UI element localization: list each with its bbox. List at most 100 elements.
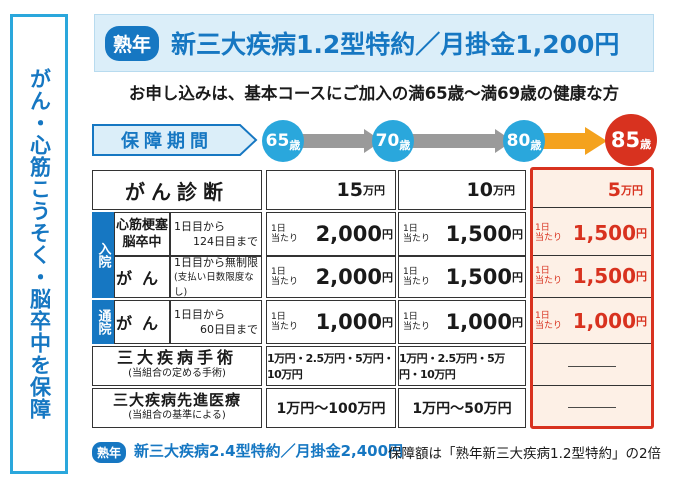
period-arrow-shape [92,124,258,156]
hosp1-85-per: 1日 当たり [535,223,562,243]
hosp1-note-b: 124日目まで [193,235,258,248]
cancer-diag-70: 15 万円 [266,170,396,210]
hosp1-70-per-a: 1日 [271,224,286,234]
advanced-85: ―――― [568,400,616,414]
outp-80-amount: 1,000 円 [431,309,523,335]
advanced-label-main: 三大疾病先進医療 [112,391,241,409]
hosp1-80: 1日 当たり 1,500 円 [398,212,526,256]
hosp1-70-per: 1日 当たり [271,224,298,244]
hosp1-note-a: 1日目から [174,220,225,233]
footer-badge: 熟年 [92,442,127,463]
hosp2-85-amount: 1,500 円 [561,263,647,289]
hosp2-85-value: 1,500 [572,264,636,288]
hosp1-85-amount: 1,500 円 [561,220,647,246]
cancer-diag-85-value: 5 [607,178,621,201]
outp-70-value: 1,000 [315,310,382,334]
outp-85-unit: 円 [636,315,647,328]
surgery-80: 1万円・2.5万円・5万円・10万円 [398,346,526,386]
hosp2-80-per: 1日 当たり [403,267,430,287]
age-85-unit: 歳 [640,138,652,151]
surgery-label-main: 三大疾病手術 [116,348,237,367]
outp-80-per: 1日 当たり [403,312,430,332]
cancer-diag-80: 10 万円 [398,170,526,210]
subtitle: お申し込みは、基本コースにご加入の満65歳～満69歳の健康な方 [128,84,620,103]
hosp2-80-value: 1,500 [445,265,512,289]
age-70-num: 70 [375,131,400,151]
outp-85-amount: 1,000 円 [561,308,647,334]
title-badge: 熟年 [105,25,160,61]
cancer-diag-85-unit: 万円 [621,183,643,197]
row-outp-name: がん [114,300,170,344]
hosp2-note-b: (支払い日数限度なし) [174,271,254,298]
hosp2-70-amount: 2,000 円 [299,264,393,290]
advanced-70: 1万円～100万円 [266,388,396,428]
hosp1-85-per-a: 1日 [535,223,550,233]
row-advanced-label: 三大疾病先進医療 (当組合の基準による) [92,388,262,428]
age-80-badge: 80 歳 [503,120,545,162]
period-label-text: 保障期間 [121,131,213,152]
outp-85: 1日 当たり 1,000 円 [533,300,651,344]
age-65-unit: 歳 [289,139,301,152]
outp-80: 1日 当たり 1,000 円 [398,300,526,344]
outp-80-value: 1,000 [445,310,512,334]
hosp1-85-unit: 円 [636,227,647,240]
advanced-label-sub: (当組合の基準による) [128,410,226,421]
age-70-unit: 歳 [399,139,411,152]
hosp2-80-per-b: 当たり [403,277,431,287]
cancer-diag-70-value: 15 [336,179,363,201]
outp-80-unit: 円 [512,316,523,329]
page-title: 熟年 新三大疾病1.2型特約／月掛金1,200円 [94,14,654,72]
hosp2-80-per-a: 1日 [403,267,418,277]
age-65-badge: 65 歳 [262,120,304,162]
hosp1-name-a: 心筋梗塞 [115,218,168,233]
age-85-badge: 85 歳 [605,114,657,166]
footer-note: 保障額は「熟年新三大疾病1.2型特約」の2倍 [388,446,662,462]
hosp2-note-a: 1日目から無制限 [174,255,258,269]
hosp1-70-value: 2,000 [315,222,382,246]
hosp1-80-per-a: 1日 [403,224,418,234]
age-85-num: 85 [610,128,641,152]
hosp1-name-b: 脳卒中 [122,235,162,250]
cancer-diag-80-value: 10 [466,179,493,201]
surgery-label-sub: (当組合の定める手術) [128,368,226,379]
outp-85-per: 1日 当たり [535,311,562,331]
row-hosp2-name: がん [114,256,170,298]
age-80-num: 80 [506,131,531,151]
hosp2-70-unit: 円 [382,271,393,284]
hosp2-85-per: 1日 当たり [535,266,562,286]
row-hosp1-note: 1日目から 124日目まで [170,212,262,256]
surgery-85: ―――― [533,346,651,386]
outp-85-per-b: 当たり [535,321,563,331]
outp-note-b: 60日目まで [200,323,258,336]
hosp1-85-per-b: 当たり [535,233,563,243]
cancer-diag-70-unit: 万円 [363,184,385,197]
hosp2-70-per-b: 当たり [271,277,299,287]
row-outp-note: 1日目から 60日目まで [170,300,262,344]
outp-80-per-a: 1日 [403,312,418,322]
row-hosp2-note: 1日目から無制限 (支払い日数限度なし) [170,256,262,298]
hosp2-70-per-a: 1日 [271,267,286,277]
period-label: 保障期間 [92,124,258,156]
row-cancer-diag-label: がん診断 [92,170,262,210]
hosp1-85: 1日 当たり 1,500 円 [533,212,651,256]
hosp2-80-unit: 円 [512,271,523,284]
footer-plan: 新三大疾病2.4型特約／月掛金2,400円 [134,442,404,460]
outp-note-a: 1日目から [174,308,225,321]
row-surgery-label: 三大疾病手術 (当組合の定める手術) [92,346,262,386]
outp-85-value: 1,000 [572,309,636,333]
outp-70-per-a: 1日 [271,312,286,322]
tag-hospitalization: 入院 [92,212,114,298]
surgery-70: 1万円・2.5万円・5万円・10万円 [266,346,396,386]
hosp1-80-amount: 1,500 円 [431,221,523,247]
hosp1-70-amount: 2,000 円 [299,221,393,247]
hosp2-70-per: 1日 当たり [271,267,298,287]
outp-70-per: 1日 当たり [271,312,298,332]
side-banner-text: がん・心筋こうそく・脳卒中を保障 [27,68,52,420]
age-70-badge: 70 歳 [372,120,414,162]
hosp1-80-per-b: 当たり [403,234,431,244]
hosp2-70: 1日 当たり 2,000 円 [266,256,396,298]
hosp1-70-unit: 円 [382,228,393,241]
hosp2-85-unit: 円 [636,270,647,283]
outp-70-amount: 1,000 円 [299,309,393,335]
hosp1-80-value: 1,500 [445,222,512,246]
